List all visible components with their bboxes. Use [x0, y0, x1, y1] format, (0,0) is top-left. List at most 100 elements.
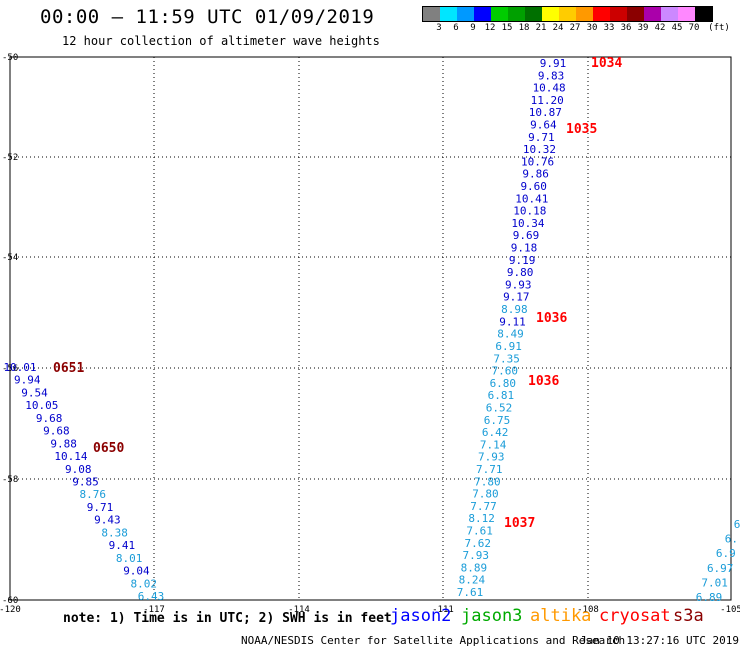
scale-swatch — [661, 7, 678, 21]
swh-value: 9.69 — [513, 229, 540, 242]
swh-value: 9.17 — [503, 291, 530, 304]
lon-label: -108 — [577, 605, 599, 615]
swh-value: 7.60 — [491, 365, 518, 378]
lon-label: -114 — [288, 605, 310, 615]
swh-value: 10.14 — [54, 450, 87, 463]
time-label: 1034 — [591, 56, 622, 71]
swh-value: 6.97 — [707, 562, 734, 575]
color-scale-labels: 3 6 9 12 15 18 21 24 27 30 33 36 39 42 45 70 (ft) — [422, 23, 730, 35]
swh-value: 10.48 — [533, 82, 566, 95]
scale-label: 39 — [637, 23, 649, 33]
page-subtitle: 12 hour collection of altimeter wave hei… — [62, 34, 380, 48]
lat-label: -52 — [2, 153, 18, 163]
swh-value: 6.80 — [490, 377, 517, 390]
scale-swatch — [508, 7, 525, 21]
swh-value: 8.38 — [101, 526, 128, 539]
scale-swatch — [644, 7, 661, 21]
swh-value: 9.93 — [505, 278, 532, 291]
swh-value: 9.91 — [540, 57, 567, 70]
swh-value: 8.02 — [130, 577, 157, 590]
swh-value: 7.61 — [457, 586, 484, 599]
swh-value: 7.35 — [493, 352, 520, 365]
scale-label: 21 — [535, 23, 547, 33]
time-label: 1035 — [566, 122, 597, 137]
swh-value: 6.75 — [484, 414, 511, 427]
swh-value: 6.52 — [486, 401, 513, 414]
swh-value: 6.91 — [495, 340, 522, 353]
scale-label: 15 — [501, 23, 513, 33]
scale-label: 42 — [654, 23, 666, 33]
swh-value: 9.71 — [528, 131, 555, 144]
scale-swatch — [491, 7, 508, 21]
swh-value: 9.43 — [94, 514, 121, 527]
swh-value: 8.76 — [80, 488, 107, 501]
swh-value: 9.54 — [21, 386, 48, 399]
time-label: 1036 — [528, 374, 559, 389]
swh-value: 8.01 — [116, 552, 143, 565]
legend-altika: altika — [530, 606, 592, 626]
scale-label: (ft) — [708, 23, 730, 33]
swh-value: 9.11 — [499, 315, 526, 328]
legend-s3a: s3a — [673, 606, 704, 626]
swh-value: 9.83 — [538, 69, 565, 82]
swh-value: 6 — [734, 518, 740, 531]
page-title: 00:00 – 11:59 UTC 01/09/2019 — [40, 6, 375, 28]
swh-value: 8.49 — [497, 328, 524, 341]
scale-swatch — [576, 7, 593, 21]
scale-swatch — [559, 7, 576, 21]
scale-label: 9 — [470, 23, 476, 33]
swh-value: 7.93 — [463, 549, 490, 562]
swh-value: 7.71 — [476, 463, 503, 476]
scale-label: 27 — [569, 23, 581, 33]
scale-swatch — [627, 7, 644, 21]
swh-value: 9.86 — [522, 168, 549, 181]
footer-timestamp: Jan 10 13:27:16 UTC 2019 — [580, 634, 739, 647]
swh-value: 6.81 — [488, 389, 515, 402]
time-label: 1036 — [536, 311, 567, 326]
legend-cryosat: cryosat — [599, 606, 671, 626]
legend-jason2: jason2 — [390, 606, 452, 626]
scale-label: 45 — [671, 23, 683, 33]
swh-value: 10.34 — [511, 217, 544, 230]
swh-value: 7.80 — [472, 488, 499, 501]
swh-value: 6.89 — [696, 591, 723, 604]
scale-label: 36 — [620, 23, 632, 33]
scale-label: 24 — [552, 23, 564, 33]
swh-value: 10.41 — [515, 192, 548, 205]
swh-value: 7.80 — [474, 475, 501, 488]
scale-swatch — [678, 7, 695, 21]
swh-value: 9.41 — [109, 539, 136, 552]
scale-swatch — [525, 7, 542, 21]
swh-value: 9.19 — [509, 254, 536, 267]
scale-label: 70 — [688, 23, 700, 33]
legend-note: note: 1) Time is in UTC; 2) SWH is in fe… — [63, 611, 392, 626]
time-label: 0650 — [93, 441, 124, 456]
swh-value: 8.24 — [459, 574, 486, 587]
swh-value: 9.80 — [507, 266, 534, 279]
scale-swatch — [423, 7, 440, 21]
lat-label: -60 — [2, 596, 18, 606]
scale-label: 30 — [586, 23, 598, 33]
swh-value: 10.01 — [3, 361, 36, 374]
scale-label: 3 — [436, 23, 442, 33]
swh-value: 9.64 — [530, 119, 557, 132]
scale-swatch — [695, 7, 712, 21]
swh-value: 7.01 — [701, 576, 728, 589]
lon-label: -111 — [432, 605, 454, 615]
swh-value: 9.08 — [65, 463, 92, 476]
lat-label: -50 — [2, 53, 18, 63]
scale-swatch — [457, 7, 474, 21]
scale-label: 18 — [518, 23, 530, 33]
swh-value: 6. — [725, 533, 738, 546]
color-scale-bar — [422, 6, 713, 22]
swh-value: 9.68 — [43, 425, 70, 438]
swh-value: 9.04 — [123, 565, 150, 578]
swh-value: 6.42 — [482, 426, 509, 439]
map-frame — [9, 56, 732, 601]
swh-value: 10.18 — [513, 205, 546, 218]
footer-organization: NOAA/NESDIS Center for Satellite Applica… — [241, 634, 626, 647]
swh-value: 7.77 — [470, 500, 497, 513]
swh-value: 8.98 — [501, 303, 528, 316]
swh-value: 9.85 — [72, 476, 99, 489]
